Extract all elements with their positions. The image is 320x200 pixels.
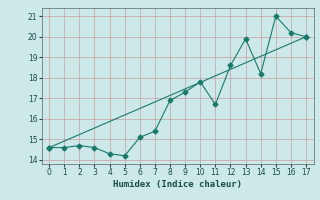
X-axis label: Humidex (Indice chaleur): Humidex (Indice chaleur) <box>113 180 242 189</box>
